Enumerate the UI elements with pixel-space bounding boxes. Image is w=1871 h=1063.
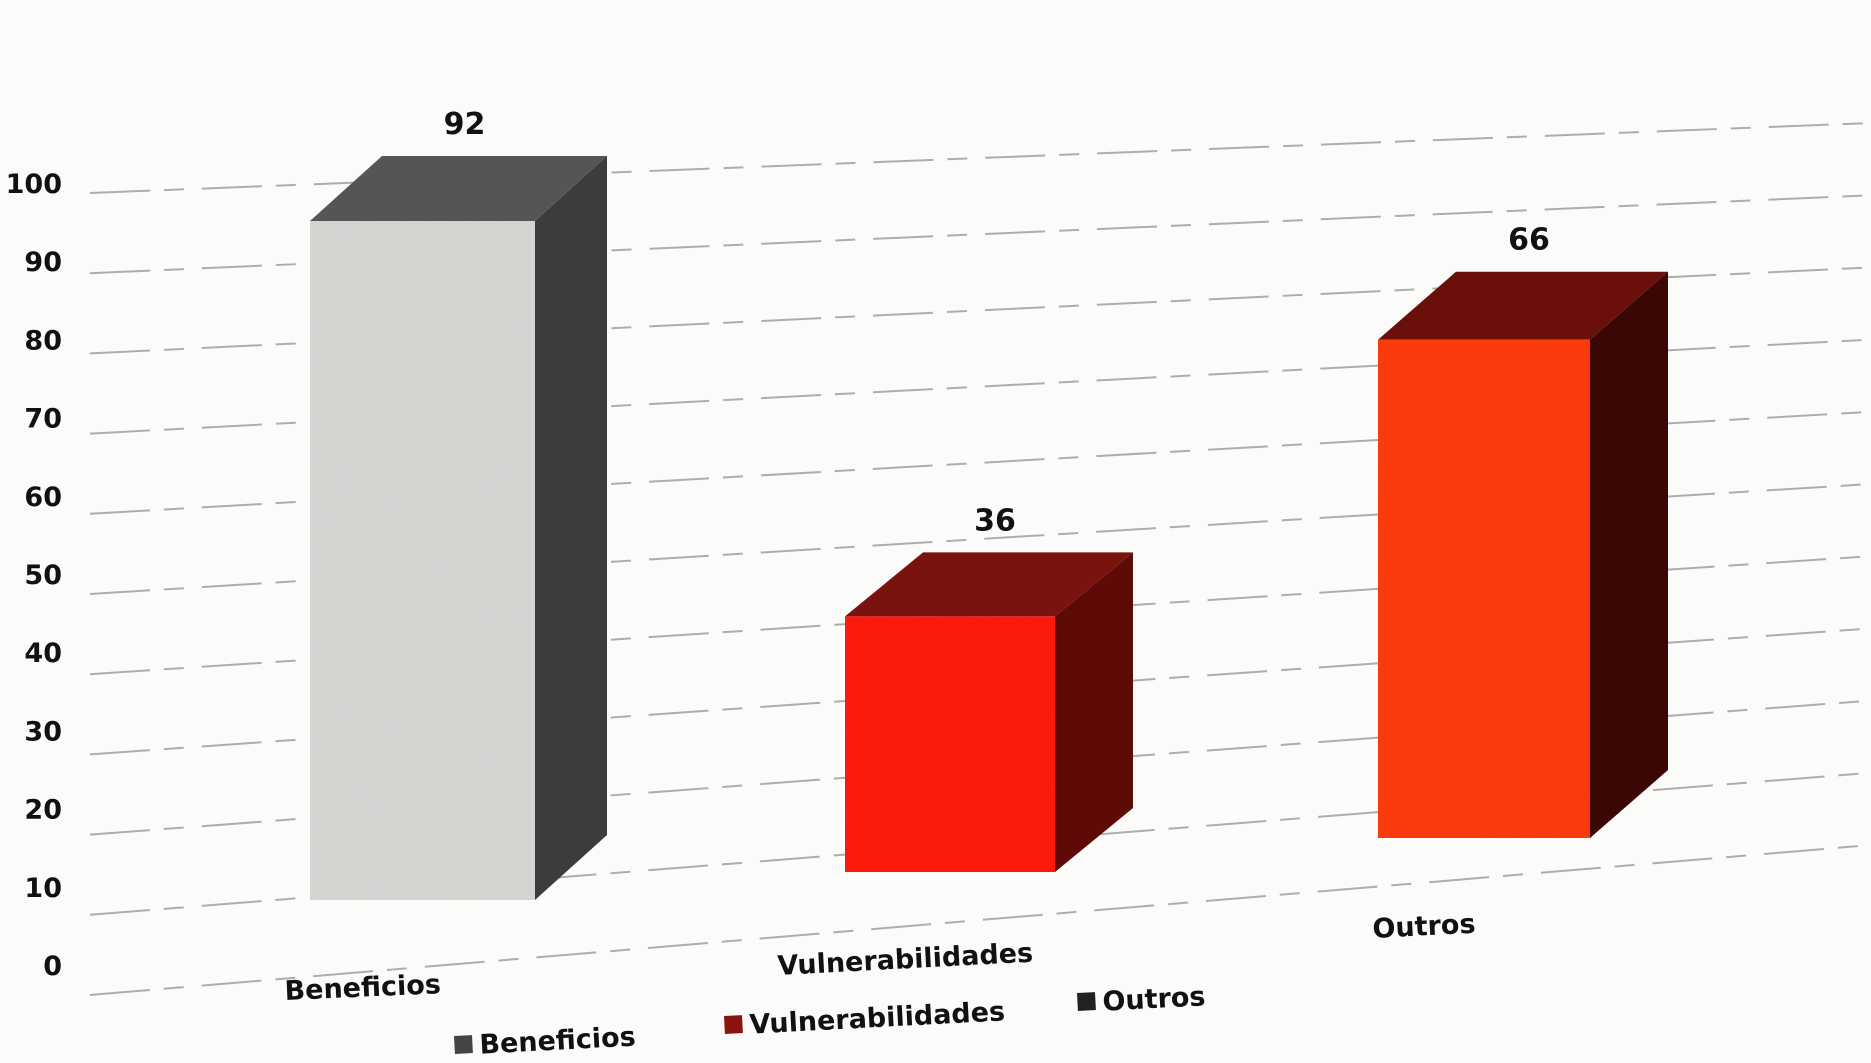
data-label-beneficios: 92 <box>444 107 486 142</box>
gridline-0 <box>89 844 1871 996</box>
y-tick-label-60: 60 <box>24 482 62 513</box>
legend: Beneficios Vulnerabilidades Outros <box>454 981 1207 1061</box>
bar-side-beneficios <box>535 156 607 901</box>
legend-label-vulnerabilidades: Vulnerabilidades <box>749 996 1006 1040</box>
legend-swatch-beneficios <box>454 1035 473 1055</box>
legend-label-beneficios: Beneficios <box>479 1022 637 1061</box>
legend-swatch-outros <box>1077 992 1096 1012</box>
x-tick-label-outros: Outros <box>1372 909 1477 945</box>
bar-vulnerabilidades <box>845 552 1133 872</box>
bar-top-vulnerabilidades <box>845 552 1133 617</box>
bar-front-beneficios <box>310 221 535 901</box>
y-tick-label-20: 20 <box>24 795 62 826</box>
y-tick-label-50: 50 <box>24 560 62 591</box>
y-tick-label-90: 90 <box>24 247 62 278</box>
gridline-90 <box>89 194 1871 275</box>
bar-outros <box>1378 271 1668 838</box>
y-tick-label-100: 100 <box>6 169 62 200</box>
y-tick-label-30: 30 <box>24 716 62 747</box>
y-tick-label-80: 80 <box>24 325 62 356</box>
gridline-100 <box>89 122 1871 194</box>
data-label-outros: 66 <box>1508 223 1550 258</box>
bar-front-vulnerabilidades <box>845 616 1055 872</box>
bar-side-outros <box>1590 271 1668 838</box>
legend-label-outros: Outros <box>1102 981 1207 1017</box>
x-tick-label-beneficios: Beneficios <box>284 969 442 1007</box>
y-axis: 0 10 20 30 40 50 60 70 80 90 100 <box>6 169 62 982</box>
bar-front-outros <box>1378 339 1590 838</box>
y-tick-label-10: 10 <box>24 873 62 904</box>
bars <box>310 156 1668 901</box>
y-tick-label-0: 0 <box>43 951 62 982</box>
legend-item-outros: Outros <box>1077 981 1207 1018</box>
bar-top-outros <box>1378 271 1668 340</box>
bar-top-beneficios <box>310 156 607 222</box>
bar-beneficios <box>310 156 607 901</box>
x-tick-label-vulnerabilidades: Vulnerabilidades <box>777 938 1034 982</box>
bar-side-vulnerabilidades <box>1055 552 1133 872</box>
data-label-vulnerabilidades: 36 <box>974 503 1016 538</box>
y-tick-label-40: 40 <box>24 638 62 669</box>
legend-item-beneficios: Beneficios <box>454 1022 637 1061</box>
y-tick-label-70: 70 <box>24 404 62 435</box>
legend-item-vulnerabilidades: Vulnerabilidades <box>724 996 1006 1041</box>
legend-swatch-vulnerabilidades <box>724 1015 743 1035</box>
